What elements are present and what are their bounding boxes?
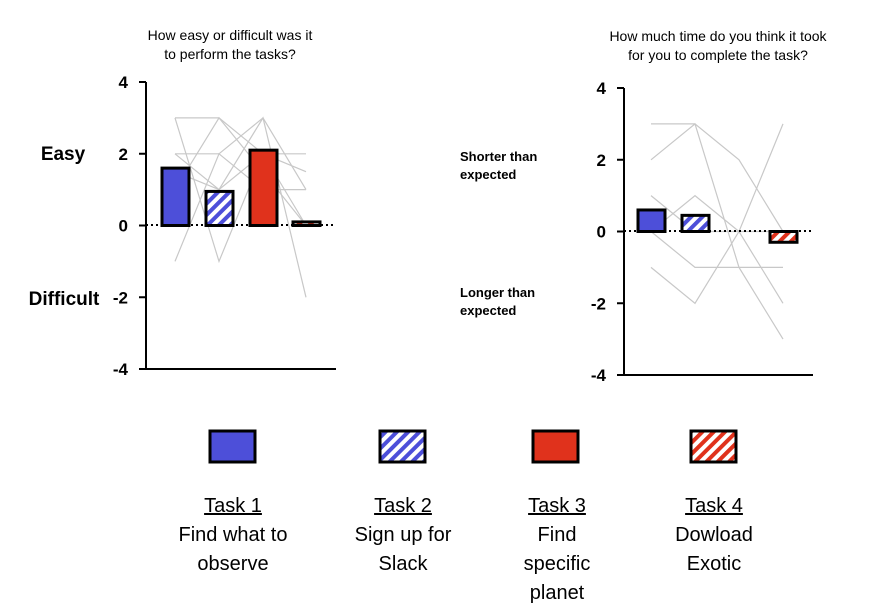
legend-task-1-line-1: Find what to (178, 524, 288, 546)
legend-label-task-4: Task 4 Dowload Exotic (634, 492, 794, 579)
legend-task-1-line-2: observe (197, 553, 269, 575)
legend-task-4-line-2: Exotic (686, 553, 742, 575)
legend-task-3-line-1: Find (537, 524, 577, 546)
legend-task-3-line-3: planet (529, 582, 585, 604)
chart-time-participant-line-2 (650, 123, 784, 232)
chart-time-ytick-label: -2 (591, 294, 606, 313)
chart-ease-difficult-label: Difficult (29, 289, 100, 310)
chart-ease-bars (160, 148, 322, 228)
chart-time-bar-task-4 (768, 230, 799, 244)
chart-time-bar-task-1 (636, 208, 667, 234)
chart-ease-ytick-label: 2 (119, 145, 128, 164)
chart-time: How much time do you think it took for y… (460, 28, 828, 385)
chart-ease: How easy or difficult was it to perform … (29, 27, 336, 379)
chart-time-shorter-label-line-2: expected (460, 167, 516, 182)
chart-ease-participant-line-7 (174, 117, 307, 264)
chart-time-bar-task-2 (680, 213, 711, 233)
legend-task-2-name: Task 2 (374, 495, 432, 517)
chart-ease-individual-lines (174, 116, 307, 298)
chart-time-participant-line-1 (651, 123, 783, 268)
chart-time-ytick-label: -4 (591, 366, 607, 385)
chart-time-participant-line-5 (650, 195, 784, 304)
chart-ease-ytick-label: 0 (119, 217, 128, 236)
chart-ease-bar-task-2 (204, 189, 235, 227)
chart-time-shorter-label-line-1: Shorter than (460, 149, 537, 164)
legend-task-1-name: Task 1 (204, 495, 262, 517)
chart-ease-bar-task-3 (248, 148, 279, 228)
chart-ease-y-ticks: 4 2 0 -2 -4 (113, 73, 146, 379)
chart-ease-easy-label: Easy (41, 144, 86, 165)
legend-swatch-task-3 (531, 429, 580, 464)
chart-ease-ytick-label: -2 (113, 288, 128, 307)
legend-task-4-name: Task 4 (685, 495, 743, 517)
chart-ease-bar-task-1 (160, 166, 191, 228)
chart-ease-title-line-2: to perform the tasks? (164, 46, 296, 62)
legend-label-task-2: Task 2 Sign up for Slack (323, 492, 483, 579)
legend-task-2-line-2: Slack (378, 553, 428, 575)
chart-time-longer-label-line-2: expected (460, 303, 516, 318)
legend-swatch-task-2 (378, 429, 427, 464)
chart-ease-title-line-1: How easy or difficult was it (148, 27, 313, 43)
legend-label-task-1: Task 1 Find what to observe (153, 492, 313, 579)
chart-time-title-line-1: How much time do you think it took (609, 28, 827, 44)
legend-task-3-line-2: specific (523, 553, 591, 575)
legend-task-3-name: Task 3 (528, 495, 586, 517)
chart-ease-participant-line-4 (174, 116, 307, 298)
chart-ease-ytick-label: -4 (113, 360, 129, 379)
chart-time-ytick-label: 4 (597, 79, 607, 98)
legend-label-task-3: Task 3 Find specific planet (477, 492, 637, 608)
chart-time-longer-label-line-1: Longer than (460, 285, 535, 300)
chart-time-ytick-label: 0 (597, 223, 606, 242)
legend-task-2-line-1: Sign up for (354, 524, 452, 546)
chart-time-title-line-2: for you to complete the task? (628, 47, 808, 63)
chart-time-y-ticks: 4 2 0 -2 -4 (591, 79, 624, 385)
legend-swatch-task-1 (208, 429, 257, 464)
chart-time-participant-line-6 (650, 194, 783, 233)
chart-ease-ytick-label: 4 (119, 73, 129, 92)
legend-task-4-line-1: Dowload (675, 524, 753, 546)
chart-ease-participant-line-6 (174, 116, 307, 226)
chart-time-ytick-label: 2 (597, 151, 606, 170)
legend-swatches (208, 429, 738, 464)
chart-time-participant-line-4 (650, 231, 784, 340)
legend-swatch-task-4 (689, 429, 738, 464)
